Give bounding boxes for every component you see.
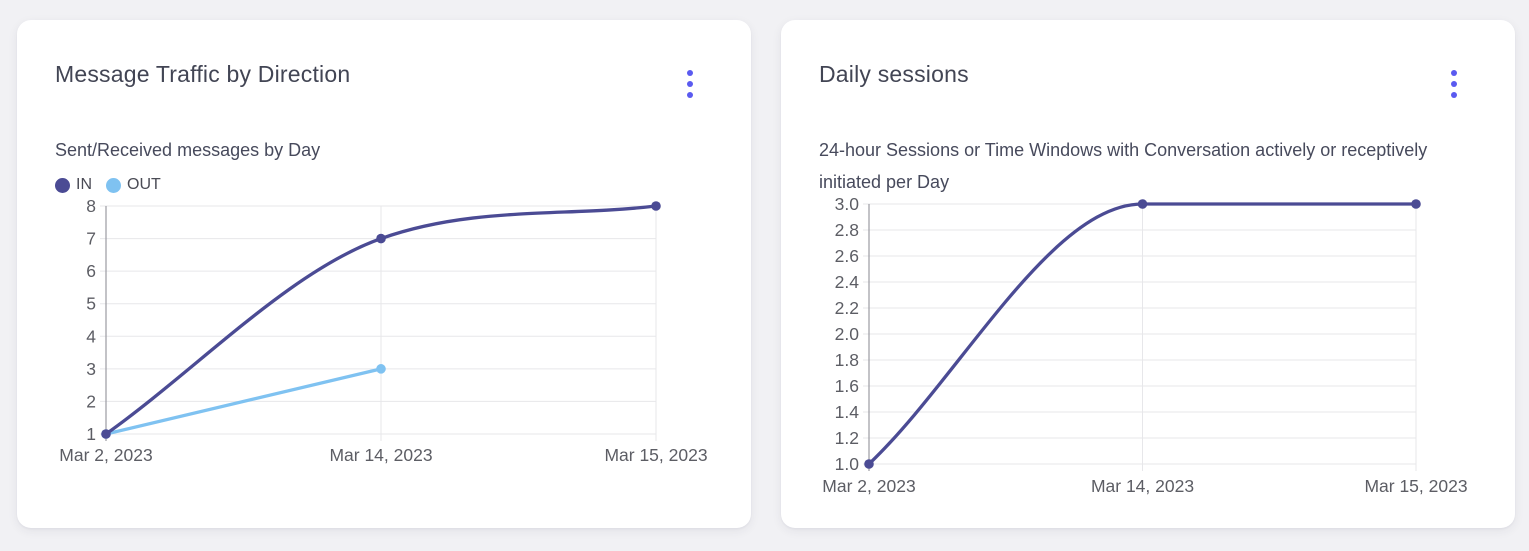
svg-text:1.2: 1.2: [835, 428, 859, 448]
kebab-dot: [1451, 81, 1457, 87]
svg-text:1: 1: [86, 424, 96, 444]
svg-text:1.6: 1.6: [835, 376, 859, 396]
legend-label-out: OUT: [127, 176, 161, 193]
svg-text:Mar 2, 2023: Mar 2, 2023: [822, 476, 915, 496]
svg-text:2.6: 2.6: [835, 246, 859, 266]
svg-text:7: 7: [86, 229, 96, 249]
card-daily-sessions: Daily sessions 24-hour Sessions or Time …: [781, 20, 1515, 528]
kebab-dot: [1451, 92, 1457, 98]
chart-legend: IN OUT: [55, 176, 713, 194]
kebab-menu-icon[interactable]: [1447, 66, 1461, 102]
card-title: Daily sessions: [819, 61, 969, 87]
svg-text:2.2: 2.2: [835, 298, 859, 318]
svg-text:2.8: 2.8: [835, 220, 859, 240]
kebab-dot: [1451, 70, 1457, 76]
legend-dot-out: [106, 177, 121, 193]
svg-text:2: 2: [86, 391, 96, 411]
kebab-menu-icon[interactable]: [683, 66, 697, 102]
svg-text:6: 6: [86, 261, 96, 281]
svg-text:1.4: 1.4: [835, 402, 860, 422]
svg-text:Mar 2, 2023: Mar 2, 2023: [59, 445, 152, 465]
legend-item-out[interactable]: OUT: [106, 176, 161, 194]
card-subtitle: 24-hour Sessions or Time Windows with Co…: [819, 140, 1428, 192]
svg-text:8: 8: [86, 196, 96, 216]
kebab-dot: [687, 81, 693, 87]
card-header: Message Traffic by Direction: [55, 60, 713, 102]
svg-text:5: 5: [86, 294, 96, 314]
svg-text:1.0: 1.0: [835, 454, 860, 474]
svg-text:4: 4: [86, 326, 96, 346]
card-header: Daily sessions: [819, 60, 1477, 102]
card-message-traffic: Message Traffic by Direction Sent/Receiv…: [17, 20, 751, 528]
svg-text:2.0: 2.0: [835, 324, 860, 344]
legend-label-in: IN: [76, 176, 92, 193]
svg-text:2.4: 2.4: [835, 272, 860, 292]
svg-text:3.0: 3.0: [835, 194, 860, 214]
legend-item-in[interactable]: IN: [55, 176, 92, 194]
svg-text:Mar 14, 2023: Mar 14, 2023: [329, 445, 432, 465]
svg-text:Mar 14, 2023: Mar 14, 2023: [1091, 476, 1194, 496]
svg-text:Mar 15, 2023: Mar 15, 2023: [1364, 476, 1467, 496]
card-title: Message Traffic by Direction: [55, 61, 351, 87]
svg-text:1.8: 1.8: [835, 350, 859, 370]
kebab-dot: [687, 92, 693, 98]
svg-text:3: 3: [86, 359, 96, 379]
legend-dot-in: [55, 177, 70, 193]
card-subtitle: Sent/Received messages by Day: [55, 140, 321, 160]
kebab-dot: [687, 70, 693, 76]
svg-text:Mar 15, 2023: Mar 15, 2023: [604, 445, 707, 465]
